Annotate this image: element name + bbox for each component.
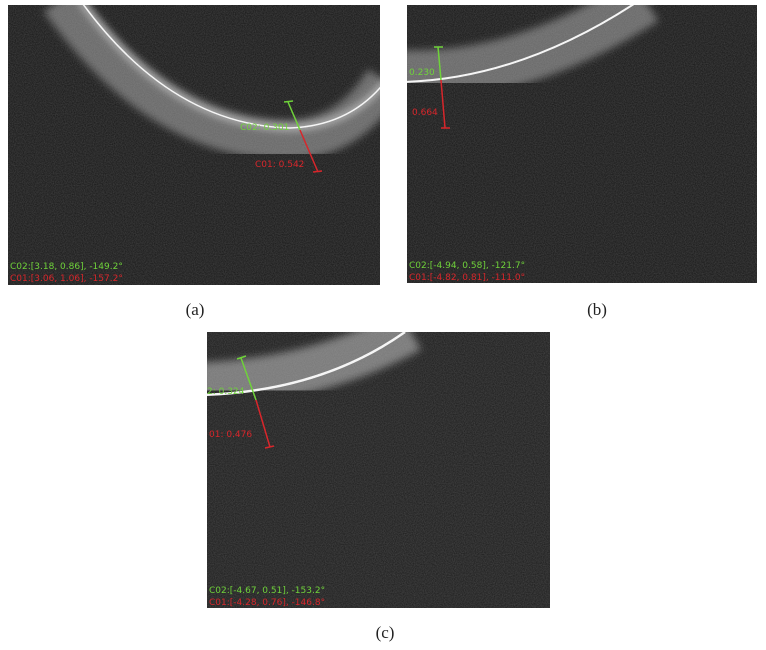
green-info: C02:[-4.67, 0.51], -153.2° [209, 586, 325, 596]
green-label: 2: 0.324 [207, 387, 245, 397]
red-label: 01: 0.476 [209, 430, 252, 440]
figure: C02: 0.301 C01: 0.542 C02:[3.18, 0.86], … [0, 0, 766, 650]
caption: (a) [186, 300, 205, 319]
speckle [407, 5, 757, 283]
caption: (b) [587, 300, 607, 319]
red-info: C01:[-4.82, 0.81], -111.0° [409, 273, 525, 283]
panel-c: 2: 0.324 01: 0.476 C02:[-4.67, 0.51], -1… [200, 330, 550, 608]
red-info: C01:[-4.28, 0.76], -146.8° [209, 598, 325, 608]
green-label: C02: 0.301 [240, 123, 289, 133]
caption: (c) [376, 623, 395, 642]
caliper-cap [313, 171, 322, 172]
red-info: C01:[3.06, 1.06], -157.2° [10, 274, 123, 284]
green-info: C02:[3.18, 0.86], -149.2° [10, 262, 123, 272]
green-info: C02:[-4.94, 0.58], -121.7° [409, 261, 525, 271]
green-label: 0.230 [409, 68, 435, 78]
panel-a: C02: 0.301 C01: 0.542 C02:[3.18, 0.86], … [8, 0, 385, 285]
red-label: C01: 0.542 [255, 160, 304, 170]
red-label: 0.664 [412, 108, 438, 118]
speckle [8, 5, 380, 285]
speckle [207, 332, 550, 608]
caliper-cap [284, 101, 293, 102]
panel-b: 0.230 0.664 C02:[-4.94, 0.58], -121.7° C… [400, 0, 757, 283]
